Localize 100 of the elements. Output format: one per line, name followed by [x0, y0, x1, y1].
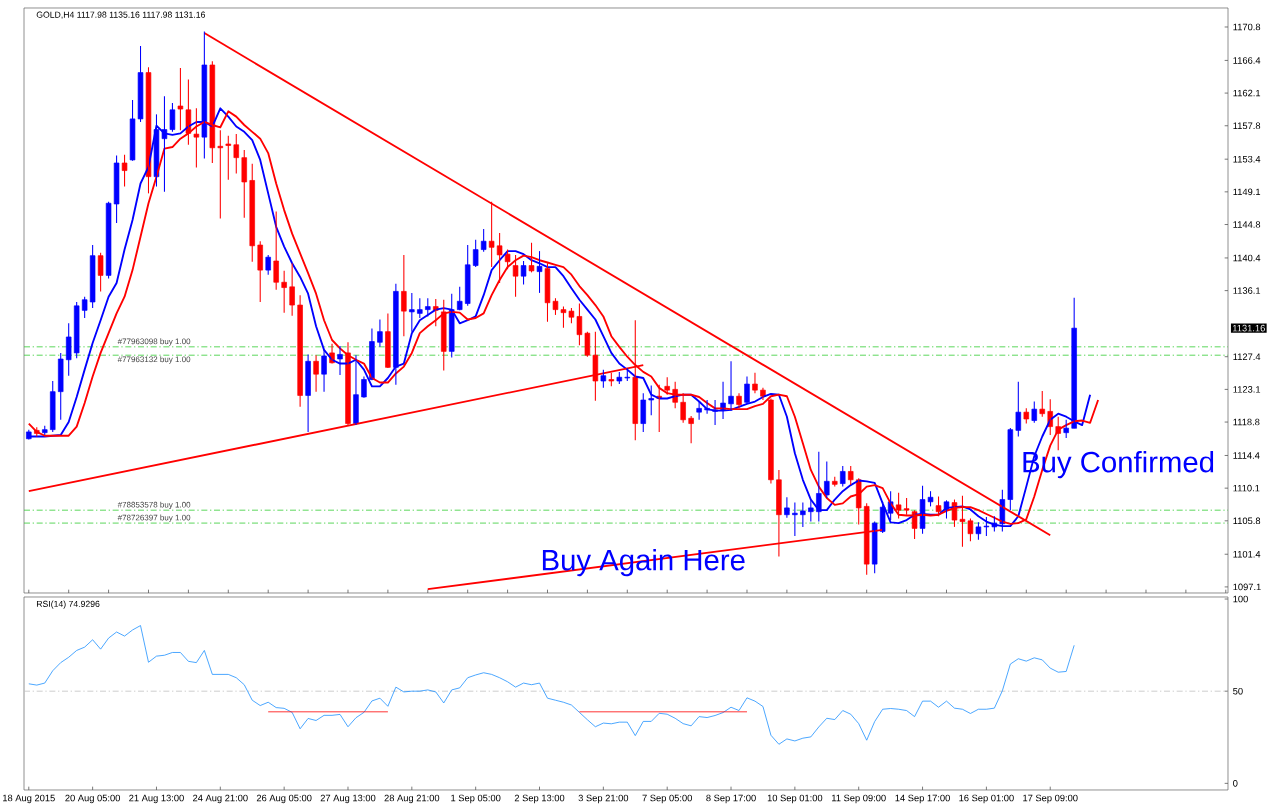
- x-tick-label: 24 Aug 21:00: [193, 794, 248, 804]
- candlestick: [273, 211, 279, 291]
- candlestick: [169, 102, 176, 133]
- candlestick: [640, 392, 646, 433]
- candlestick: [808, 499, 814, 523]
- y-tick-label: 1136.1: [1233, 287, 1261, 294]
- candlestick: [281, 270, 287, 314]
- candlestick: [520, 260, 527, 286]
- candlestick: [975, 521, 982, 541]
- candlestick: [616, 371, 623, 385]
- chart-title: RSI(14) 74.9296: [36, 600, 100, 609]
- candlestick: [249, 163, 255, 263]
- ref-line-label: #78726397 buy 1.00: [117, 514, 191, 523]
- candlestick: [528, 242, 535, 273]
- candlestick: [81, 296, 88, 319]
- candlestick: [121, 154, 128, 188]
- y-tick-label: 1118.8: [1233, 418, 1260, 426]
- y-tick-label: 1144.8: [1233, 221, 1261, 228]
- candlestick: [409, 292, 415, 333]
- candlestick: [824, 461, 830, 499]
- ref-line-label: #78853578 buy 1.00: [117, 501, 191, 510]
- y-tick-label: 1157.8: [1233, 122, 1261, 130]
- candlestick: [935, 495, 942, 517]
- candlestick: [217, 129, 224, 219]
- text: 1131.16: [1232, 324, 1265, 332]
- candlestick: [89, 244, 96, 309]
- candlestick: [496, 232, 503, 284]
- ref-line-label: #77963132 buy 1.00: [117, 356, 191, 364]
- y-tick-label: 1162.1: [1233, 89, 1261, 97]
- candlestick: [1039, 390, 1045, 418]
- candlestick: [50, 380, 56, 433]
- candlestick: [1071, 297, 1077, 429]
- x-tick-label: 20 Aug 05:00: [65, 794, 121, 804]
- candlestick: [464, 244, 471, 307]
- y-tick-label: 1123.1: [1233, 386, 1261, 393]
- candlestick: [1063, 419, 1069, 439]
- candlestick: [73, 301, 80, 359]
- candlestick: [1015, 381, 1022, 438]
- candlestick: [648, 385, 654, 416]
- candlestick: [536, 250, 543, 294]
- candlestick: [177, 67, 184, 131]
- y-tick-label: 1127.4: [1233, 353, 1261, 360]
- candlestick: [1023, 407, 1030, 425]
- candlestick: [600, 369, 607, 389]
- x-tick-label: 14 Sep 17:00: [895, 794, 950, 804]
- candlestick: [257, 240, 263, 303]
- candlestick: [97, 252, 104, 292]
- x-tick-label: 8 Sep 17:00: [706, 794, 756, 804]
- ref-line-label: #77963098 buy 1.00: [117, 338, 191, 346]
- candlestick: [417, 297, 423, 319]
- candlestick: [241, 149, 247, 219]
- candlestick: [832, 476, 838, 488]
- x-tick-label: 10 Sep 01:00: [767, 794, 823, 804]
- x-tick-label: 16 Sep 01:00: [959, 794, 1014, 804]
- x-tick-label: 3 Sep 21:00: [578, 794, 629, 804]
- x-tick-label: 7 Sep 05:00: [642, 794, 692, 804]
- candlestick: [145, 66, 152, 194]
- chart-title: GOLD,H4 1117.98 1135.16 1117.98 1131.16: [36, 11, 205, 19]
- candlestick: [425, 297, 431, 317]
- x-tick-label: 21 Aug 13:00: [129, 794, 184, 804]
- x-tick-label: 27 Aug 13:00: [320, 794, 376, 804]
- y-tick-label: 1166.4: [1233, 57, 1261, 64]
- candlestick: [848, 465, 854, 486]
- x-tick-label: 2 Sep 13:00: [514, 794, 565, 804]
- candlestick: [967, 517, 974, 542]
- candlestick: [1007, 427, 1014, 511]
- x-tick-label: 28 Aug 21:00: [384, 794, 440, 804]
- candlestick: [504, 249, 511, 270]
- x-tick-label: 26 Aug 05:00: [256, 794, 312, 804]
- x-tick-label: 1 Sep 05:00: [451, 794, 501, 804]
- candlestick: [105, 201, 112, 279]
- candlestick: [680, 392, 686, 424]
- candlestick: [225, 135, 232, 181]
- candlestick: [472, 239, 479, 268]
- candlestick: [265, 254, 271, 276]
- candlestick: [903, 497, 910, 516]
- y-tick-label: 1105.8: [1233, 517, 1261, 525]
- y-tick-label: 1153.4: [1233, 155, 1261, 163]
- y-tick-label: 1114.4: [1233, 452, 1260, 459]
- candlestick: [42, 425, 48, 436]
- candlestick: [480, 228, 487, 253]
- y-tick-label: 1110.1: [1233, 484, 1260, 492]
- y-tick-label: 1101.4: [1233, 550, 1261, 558]
- x-tick-label: 17 Sep 09:00: [1023, 794, 1078, 804]
- x-tick-label: 18 Aug 2015: [3, 794, 55, 804]
- y-tick-label: 50: [1233, 687, 1243, 695]
- y-tick-label: 1140.4: [1233, 254, 1261, 262]
- candlestick: [568, 307, 575, 324]
- y-tick-label: 0: [1233, 780, 1238, 787]
- candlestick: [895, 492, 902, 520]
- candlestick: [65, 322, 72, 377]
- candlestick: [840, 465, 846, 488]
- y-tick-label: 1097.1: [1233, 583, 1261, 591]
- y-tick-label: 100: [1233, 595, 1248, 603]
- y-tick-label: 1149.1: [1233, 188, 1261, 196]
- candlestick: [57, 352, 64, 421]
- candlestick: [664, 376, 670, 396]
- candlestick: [871, 521, 878, 574]
- candlestick: [624, 367, 631, 382]
- y-tick-label: 1170.8: [1233, 23, 1261, 31]
